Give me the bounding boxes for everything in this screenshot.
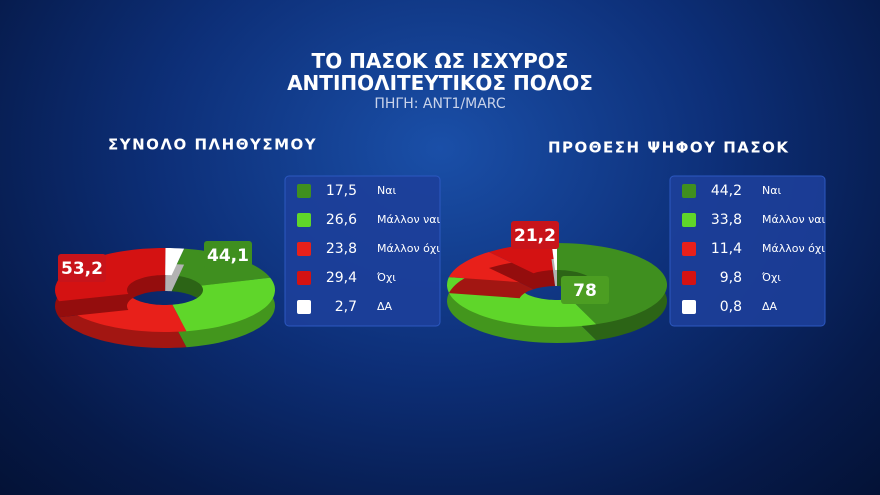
slice-top — [165, 248, 185, 276]
slice-top — [172, 277, 275, 332]
annotation-label: 53,2 — [61, 259, 103, 279]
legend-swatch — [297, 300, 311, 314]
annotation-box — [204, 241, 252, 269]
annotation-box — [511, 221, 559, 249]
annotation-label: 44,1 — [207, 246, 249, 266]
chart-title: ΠΡΟΘΕΣΗ ΨΗΦΟΥ ΠΑΣΟΚ — [548, 139, 790, 157]
legend-value: 29,4 — [326, 270, 357, 286]
legend-value: 23,8 — [326, 241, 357, 257]
legend-label: Ναι — [377, 184, 396, 197]
legend-value: 9,8 — [720, 270, 742, 286]
legend-swatch — [297, 213, 311, 227]
legend-label: Όχι — [761, 271, 781, 284]
legend-value: 17,5 — [326, 183, 357, 199]
title: ΤΟ ΠΑΣΟΚ ΩΣ ΙΣΧΥΡΟΣ ΑΝΤΙΠΟΛΙΤΕΥΤΙΚΟΣ ΠΟΛ… — [287, 49, 593, 95]
legend-label: ΔΑ — [377, 300, 393, 313]
legend-label: Όχι — [376, 271, 396, 284]
annotation-box — [58, 254, 106, 282]
annotation-box — [561, 276, 609, 304]
legend-value: 0,8 — [720, 299, 742, 315]
chart-title: ΣΥΝΟΛΟ ΠΛΗΘΥΣΜΟΥ — [108, 136, 317, 154]
legend-value: 26,6 — [326, 212, 357, 228]
legend-swatch — [682, 213, 696, 227]
legend-value: 44,2 — [711, 183, 742, 199]
legend-swatch — [297, 242, 311, 256]
legend-swatch — [682, 271, 696, 285]
annotation-label: 78 — [573, 281, 597, 301]
legend-label: Μάλλον όχι — [377, 242, 440, 255]
annotation-label: 21,2 — [514, 226, 556, 246]
slice — [172, 277, 275, 348]
source: ΠΗΓΗ: ΑΝΤ1/MARC — [374, 96, 506, 112]
legend-swatch — [297, 271, 311, 285]
legend-label: Μάλλον ναι — [377, 213, 441, 226]
legend-box — [669, 175, 826, 327]
legend-value: 33,8 — [711, 212, 742, 228]
slice — [489, 243, 556, 290]
legend-label: Μάλλον όχι — [762, 242, 825, 255]
legend-label: Μάλλον ναι — [762, 213, 826, 226]
slice — [55, 248, 166, 318]
slice-top — [551, 243, 557, 270]
legend-value: 11,4 — [711, 241, 742, 257]
legend-label: Ναι — [762, 184, 781, 197]
legend-label: ΔΑ — [762, 300, 778, 313]
legend-swatch — [682, 300, 696, 314]
slice-top — [489, 243, 556, 274]
slice-top — [55, 248, 166, 302]
legend-swatch — [682, 242, 696, 256]
legend-value: 2,7 — [335, 299, 357, 315]
slice — [551, 243, 557, 286]
legend-box — [284, 175, 441, 327]
legend-swatch — [297, 184, 311, 198]
slice — [165, 248, 185, 292]
legend-swatch — [682, 184, 696, 198]
